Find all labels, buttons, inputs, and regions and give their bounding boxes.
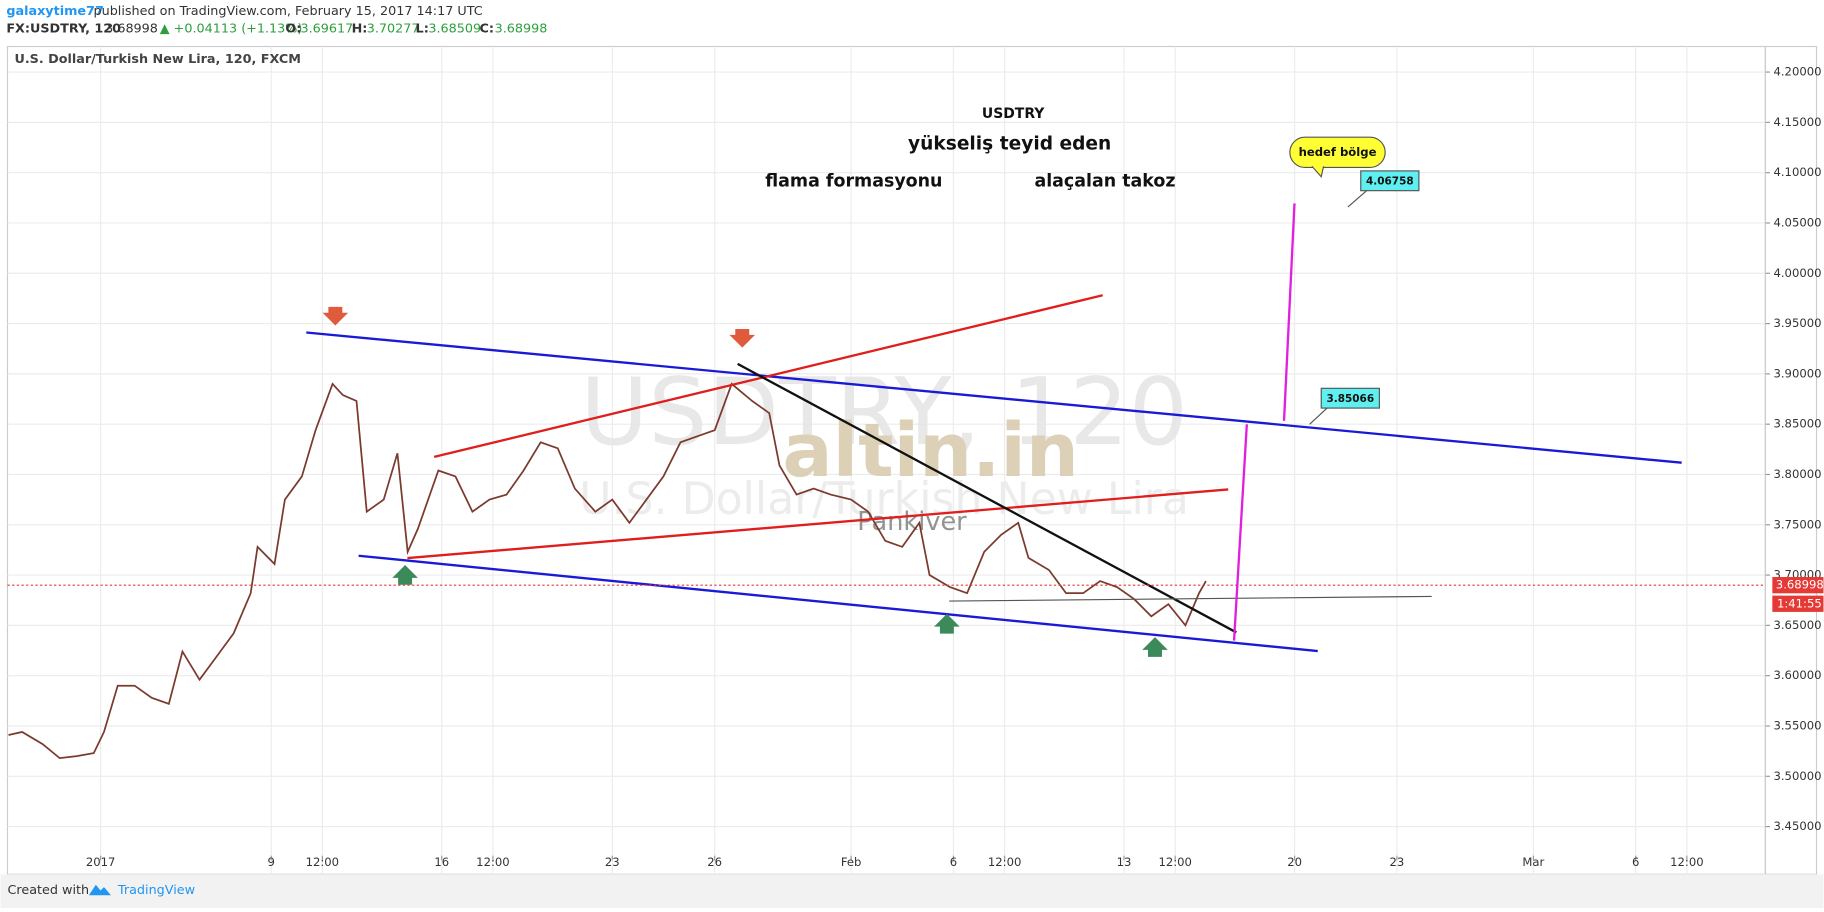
footer-text: Created with	[7, 883, 89, 898]
y-tick-label: 4.05000	[1773, 215, 1821, 229]
y-tick-label: 4.20000	[1773, 65, 1821, 79]
x-tick-label: 9	[267, 855, 274, 869]
callout-text: 4.06758	[1366, 175, 1414, 187]
trend-line	[358, 554, 1318, 653]
trend-line	[306, 331, 1682, 464]
logo	[88, 884, 111, 896]
x-tick-label: 12:00	[476, 855, 509, 869]
drawings	[306, 136, 1682, 657]
annotation: USDTRY	[982, 106, 1045, 122]
close-label: C:	[480, 22, 494, 37]
y-tick-label: 4.00000	[1773, 266, 1821, 280]
annotation: flama formasyonu	[765, 171, 942, 191]
x-tick-label: 2017	[86, 855, 116, 869]
up-arrow	[1142, 637, 1168, 657]
x-tick-label: 16	[434, 855, 449, 869]
price-callout	[1360, 170, 1420, 192]
close: 3.68998	[495, 22, 548, 37]
watermark-name: U.S. Dollar/Turkish New Lira	[579, 474, 1189, 525]
y-tick-label: 3.60000	[1773, 668, 1821, 682]
header: galaxytime77 published on TradingView.co…	[6, 4, 547, 36]
callout-text: hedef bölge	[1299, 145, 1377, 159]
x-tick-label: 26	[707, 855, 722, 869]
callout-tail	[1309, 407, 1328, 425]
last: 3.68998	[105, 22, 158, 37]
y-tick-label: 3.55000	[1773, 718, 1821, 732]
y-tick-label: 4.10000	[1773, 165, 1821, 179]
low-label: L:	[416, 22, 429, 37]
y-tick-label: 3.45000	[1773, 819, 1821, 833]
y-tick-label: 3.95000	[1773, 316, 1821, 330]
watermark-symbol: USDTRY, 120	[580, 358, 1188, 466]
down-arrow	[729, 329, 756, 348]
footer-brand[interactable]: TradingView	[117, 883, 195, 898]
callout	[1289, 136, 1386, 168]
trend-line	[737, 362, 1237, 634]
target-line	[1232, 424, 1248, 641]
y-tick-label: 3.75000	[1773, 517, 1821, 531]
price-callout	[1320, 387, 1380, 409]
low: 3.68509	[428, 22, 481, 37]
callout-tail	[1311, 165, 1325, 178]
y-tick-label: 3.85000	[1773, 417, 1821, 431]
x-tick-label: 6	[1632, 855, 1639, 869]
trend-line	[433, 294, 1103, 459]
publisher[interactable]: galaxytime77	[6, 4, 103, 19]
grid	[7, 46, 1766, 875]
y-tick-label: 3.50000	[1773, 769, 1821, 783]
callout-tail	[1347, 190, 1367, 208]
open-label: O:	[285, 22, 301, 37]
x-tick-label: 12:00	[1158, 855, 1191, 869]
annotation: alaçalan takoz	[1034, 171, 1175, 191]
x-tick-label: 20	[1287, 855, 1302, 869]
up-arrow	[392, 565, 418, 585]
axes: 3.450003.500003.550003.600003.650003.700…	[7, 65, 1824, 869]
y-tick-label: 3.65000	[1773, 618, 1821, 632]
x-tick-label: 6	[950, 855, 957, 869]
annotations: USDTRY yükseliş teyid eden flama formasy…	[765, 106, 1413, 405]
x-tick-label: 12:00	[988, 855, 1021, 869]
x-tick-label: 13	[1117, 855, 1132, 869]
watermark: USDTRY, 120 U.S. Dollar/Turkish New Lira…	[579, 358, 1189, 537]
open: 3.69617	[300, 22, 353, 37]
target-line	[1282, 203, 1296, 421]
price-line	[8, 382, 1207, 760]
last-price-label: 3.68998	[1776, 578, 1824, 592]
countdown: 1:41:55	[1777, 596, 1822, 610]
x-tick-label: 23	[605, 855, 620, 869]
price-series	[8, 382, 1207, 760]
high: 3.70277	[367, 22, 420, 37]
y-tick-label: 3.90000	[1773, 366, 1821, 380]
down-arrow	[322, 306, 349, 326]
countdown-box	[1772, 595, 1824, 612]
footer-bar	[0, 874, 1824, 908]
chart-title: U.S. Dollar/Turkish New Lira, 120, FXCM	[14, 52, 301, 67]
annotation: yükseliş teyid eden	[908, 134, 1111, 155]
last-price-box	[1772, 577, 1824, 594]
x-tick-label: 23	[1390, 855, 1405, 869]
up-arrow	[934, 613, 960, 634]
x-tick-label: 12:00	[306, 855, 339, 869]
trend-line	[949, 595, 1432, 602]
callout-text: 3.85066	[1326, 393, 1374, 405]
high-label: H:	[352, 22, 368, 37]
watermark-brand: altin.in	[782, 407, 1078, 494]
trend-line	[407, 488, 1229, 560]
symbol: FX:USDTRY, 120	[6, 22, 121, 37]
x-tick-label: 12:00	[1670, 855, 1703, 869]
change: ▲ +0.04113 (+1.13%)	[160, 22, 303, 37]
y-tick-label: 3.80000	[1773, 467, 1821, 481]
y-tick-label: 4.15000	[1773, 115, 1821, 129]
x-tick-label: Feb	[841, 855, 862, 869]
x-tick-label: Mar	[1522, 855, 1544, 869]
published: published on TradingView.com, February 1…	[94, 4, 483, 19]
